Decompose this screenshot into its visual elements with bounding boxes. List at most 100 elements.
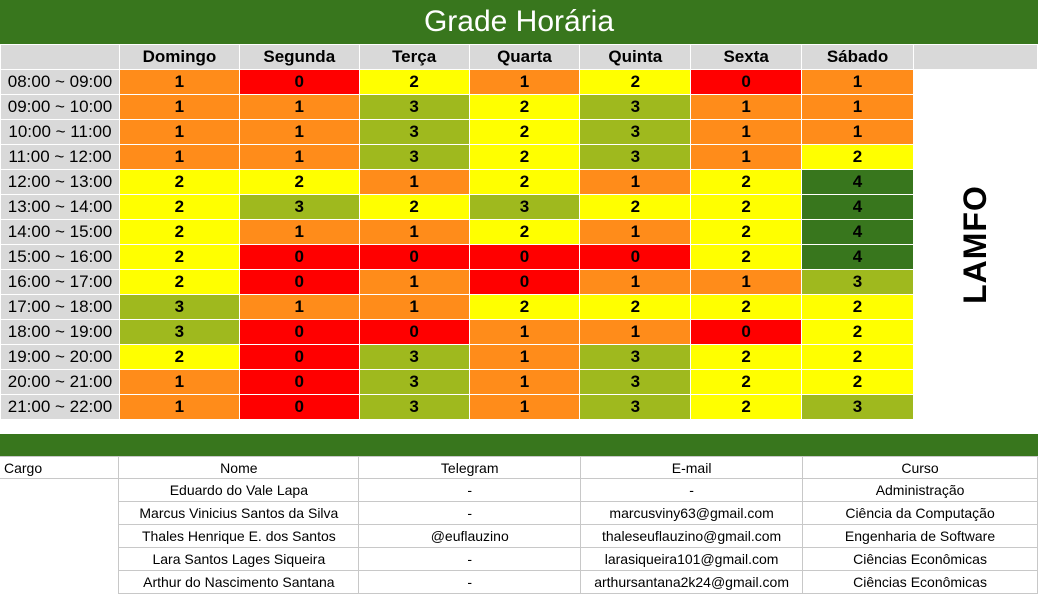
availability-cell: 2	[690, 294, 803, 320]
member-nome: Thales Henrique E. dos Santos	[118, 524, 360, 548]
schedule-row: 10:00 ~ 11:00 1 1 3 2 3 1 1	[0, 119, 1038, 145]
availability-cell: 2	[801, 369, 914, 395]
availability-cell: 2	[690, 169, 803, 195]
availability-cell: 4	[801, 219, 914, 245]
availability-cell: 0	[358, 319, 470, 345]
availability-cell: 2	[801, 294, 914, 320]
availability-cell: 0	[690, 319, 803, 345]
availability-cell: 2	[358, 194, 470, 220]
availability-cell: 2	[118, 244, 240, 270]
availability-cell: 1	[579, 269, 692, 295]
availability-cell: 3	[801, 394, 914, 420]
availability-cell: 2	[468, 94, 581, 120]
members-header-row: Cargo Nome Telegram E-mail Curso	[0, 456, 1038, 479]
header-cargo: Cargo	[0, 456, 120, 479]
availability-cell: 2	[690, 394, 803, 420]
member-telegram: @euflauzino	[358, 524, 582, 548]
corner-cell	[0, 44, 120, 70]
availability-cell: 4	[801, 169, 914, 195]
time-slot-label: 17:00 ~ 18:00	[0, 294, 120, 320]
member-cargo	[0, 547, 120, 571]
day-header: Terça	[358, 44, 470, 70]
availability-cell: 4	[801, 244, 914, 270]
time-slot-label: 12:00 ~ 13:00	[0, 169, 120, 195]
day-header: Sexta	[690, 44, 803, 70]
schedule-row: 12:00 ~ 13:00 2 2 1 2 1 2 4	[0, 169, 1038, 195]
availability-cell: 3	[579, 344, 692, 370]
availability-cell: 2	[358, 69, 470, 95]
member-email: -	[580, 478, 804, 502]
availability-cell: 2	[468, 219, 581, 245]
time-slot-label: 18:00 ~ 19:00	[0, 319, 120, 345]
day-header: Domingo	[118, 44, 240, 70]
member-cargo	[0, 478, 120, 502]
member-row: Thales Henrique E. dos Santos @euflauzino…	[0, 524, 1038, 548]
schedule-row: 20:00 ~ 21:00 1 0 3 1 3 2 2	[0, 369, 1038, 395]
availability-cell: 1	[801, 94, 914, 120]
availability-cell: 3	[579, 144, 692, 170]
availability-cell: 3	[579, 394, 692, 420]
availability-cell: 0	[690, 69, 803, 95]
availability-cell: 1	[468, 319, 581, 345]
day-header: Segunda	[238, 44, 360, 70]
member-telegram: -	[358, 570, 582, 594]
availability-cell: 2	[690, 344, 803, 370]
time-slot-label: 14:00 ~ 15:00	[0, 219, 120, 245]
availability-cell: 1	[358, 219, 470, 245]
separator-bar	[0, 434, 1038, 456]
availability-cell: 0	[238, 394, 360, 420]
member-email: marcusviny63@gmail.com	[580, 501, 804, 525]
time-slot-label: 09:00 ~ 10:00	[0, 94, 120, 120]
availability-cell: 2	[238, 169, 360, 195]
availability-cell: 3	[801, 269, 914, 295]
schedule-row: 17:00 ~ 18:00 3 1 1 2 2 2 2	[0, 294, 1038, 320]
time-slot-label: 19:00 ~ 20:00	[0, 344, 120, 370]
availability-cell: 2	[801, 344, 914, 370]
availability-cell: 1	[118, 394, 240, 420]
availability-cell: 2	[118, 219, 240, 245]
schedule-row: 19:00 ~ 20:00 2 0 3 1 3 2 2	[0, 344, 1038, 370]
page-title: Grade Horária	[0, 0, 1038, 44]
availability-cell: 1	[690, 94, 803, 120]
header-email: E-mail	[580, 456, 804, 479]
schedule-row: 13:00 ~ 14:00 2 3 2 3 2 2 4	[0, 194, 1038, 220]
availability-cell: 1	[238, 294, 360, 320]
availability-cell: 1	[358, 269, 470, 295]
availability-cell: 1	[358, 169, 470, 195]
availability-cell: 1	[690, 119, 803, 145]
lamfo-side-label: LAMFO	[956, 185, 993, 304]
availability-cell: 2	[801, 319, 914, 345]
availability-cell: 3	[579, 94, 692, 120]
schedule-body: 08:00 ~ 09:00 1 0 2 1 2 0 1 LAMFO 09:00 ~ 10:00 1 1…	[0, 69, 1038, 420]
availability-cell: 1	[238, 119, 360, 145]
header-telegram: Telegram	[358, 456, 582, 479]
member-nome: Arthur do Nascimento Santana	[118, 570, 360, 594]
availability-cell: 0	[468, 244, 581, 270]
member-cargo	[0, 524, 120, 548]
availability-cell: 1	[579, 319, 692, 345]
availability-cell: 0	[468, 269, 581, 295]
availability-cell: 2	[118, 169, 240, 195]
time-slot-label: 20:00 ~ 21:00	[0, 369, 120, 395]
availability-cell: 2	[468, 294, 581, 320]
member-nome: Eduardo do Vale Lapa	[118, 478, 360, 502]
availability-cell: 0	[238, 344, 360, 370]
availability-cell: 3	[358, 144, 470, 170]
member-email: thaleseuflauzino@gmail.com	[580, 524, 804, 548]
schedule-row: 14:00 ~ 15:00 2 1 1 2 1 2 4	[0, 219, 1038, 245]
day-header: Sábado	[801, 44, 914, 70]
availability-cell: 3	[358, 94, 470, 120]
schedule-row: 09:00 ~ 10:00 1 1 3 2 3 1 1	[0, 94, 1038, 120]
availability-cell: 3	[579, 119, 692, 145]
availability-cell: 2	[690, 244, 803, 270]
member-nome: Lara Santos Lages Siqueira	[118, 547, 360, 571]
member-curso: Engenharia de Software	[802, 524, 1038, 548]
availability-cell: 0	[238, 69, 360, 95]
time-slot-label: 11:00 ~ 12:00	[0, 144, 120, 170]
availability-cell: 1	[579, 219, 692, 245]
member-row: Lara Santos Lages Siqueira - larasiqueira1…	[0, 547, 1038, 571]
member-nome: Marcus Vinicius Santos da Silva	[118, 501, 360, 525]
availability-cell: 3	[579, 369, 692, 395]
header-curso: Curso	[802, 456, 1038, 479]
lamfo-side-label-cell: LAMFO	[912, 69, 1038, 420]
